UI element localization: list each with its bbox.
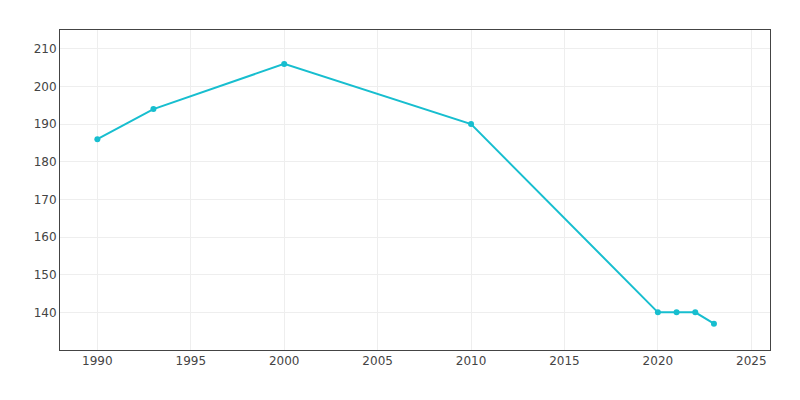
svg-text:160: 160: [34, 230, 57, 244]
svg-text:2000: 2000: [269, 354, 300, 368]
svg-text:1995: 1995: [176, 354, 207, 368]
svg-text:150: 150: [34, 268, 57, 282]
svg-text:2005: 2005: [362, 354, 393, 368]
svg-text:2020: 2020: [643, 354, 674, 368]
svg-text:210: 210: [34, 42, 57, 56]
svg-text:2010: 2010: [456, 354, 487, 368]
svg-text:2015: 2015: [549, 354, 580, 368]
svg-text:180: 180: [34, 155, 57, 169]
svg-text:170: 170: [34, 193, 57, 207]
svg-text:1990: 1990: [82, 354, 113, 368]
svg-text:200: 200: [34, 80, 57, 94]
svg-text:190: 190: [34, 117, 57, 131]
svg-text:2025: 2025: [736, 354, 767, 368]
svg-text:140: 140: [34, 306, 57, 320]
